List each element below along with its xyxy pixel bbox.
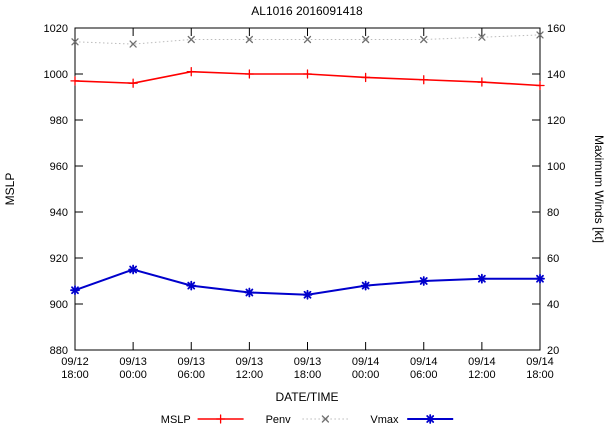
asterisk-marker	[536, 274, 544, 283]
y-tick-label-right: 80	[547, 207, 559, 219]
x-tick-label-time: 12:00	[236, 369, 264, 381]
cross-marker	[187, 35, 195, 44]
cross-marker	[129, 40, 137, 48]
y-tick-label-left: 1000	[44, 69, 68, 81]
y-tick-label-left: 960	[50, 161, 68, 173]
asterisk-marker	[361, 281, 370, 290]
x-tick-label-time: 12:00	[468, 369, 496, 381]
x-tick-label-date: 09/13	[294, 356, 322, 368]
x-tick-label-time: 18:00	[526, 369, 554, 381]
x-tick-label-time: 06:00	[177, 369, 205, 381]
cross-marker	[536, 31, 544, 39]
y-axis-label-right: Maximum Winds [kt]	[592, 135, 606, 243]
x-tick-label-date: 09/13	[119, 356, 147, 368]
asterisk-marker	[129, 265, 138, 274]
x-tick-label-date: 09/12	[61, 356, 89, 368]
y-tick-label-right: 140	[547, 69, 565, 81]
cross-marker	[303, 35, 312, 44]
x-tick-label-time: 00:00	[352, 369, 380, 381]
chart-title: AL1016 2016091418	[251, 4, 363, 18]
cross-marker	[361, 35, 370, 44]
asterisk-marker	[303, 290, 312, 299]
asterisk-marker	[187, 281, 196, 290]
asterisk-marker	[477, 274, 486, 283]
x-tick-label-time: 18:00	[294, 369, 322, 381]
x-tick-label-date: 09/14	[352, 356, 380, 368]
x-tick-label-time: 06:00	[410, 369, 438, 381]
x-tick-label-time: 00:00	[119, 369, 147, 381]
asterisk-marker	[71, 286, 79, 295]
x-tick-label-date: 09/13	[236, 356, 264, 368]
y-tick-label-right: 120	[547, 115, 565, 127]
y-tick-label-right: 60	[547, 253, 559, 265]
x-axis-label: DATE/TIME	[275, 390, 338, 404]
asterisk-marker	[419, 277, 428, 285]
y-tick-label-right: 20	[547, 345, 559, 357]
legend-label-mslp: MSLP	[161, 414, 191, 426]
y-tick-label-right: 100	[547, 161, 565, 173]
cross-marker	[321, 415, 330, 423]
cross-marker	[420, 35, 428, 44]
y-tick-label-left: 1020	[44, 23, 68, 35]
y-tick-label-left: 980	[50, 115, 68, 127]
asterisk-marker	[426, 415, 435, 423]
x-tick-label-date: 09/14	[468, 356, 496, 368]
y-tick-label-left: 880	[50, 345, 68, 357]
x-tick-label-date: 09/14	[410, 356, 438, 368]
y-tick-label-left: 900	[50, 299, 68, 311]
y-tick-label-right: 160	[547, 23, 565, 35]
cross-marker	[478, 33, 486, 41]
y-tick-label-left: 940	[50, 207, 68, 219]
x-tick-label-time: 18:00	[61, 369, 89, 381]
y-tick-label-right: 40	[547, 299, 559, 311]
x-tick-label-date: 09/13	[177, 356, 205, 368]
cross-marker	[71, 38, 79, 46]
cross-marker	[245, 35, 254, 44]
legend-label-vmax: Vmax	[370, 414, 399, 426]
legend-label-penv: Penv	[266, 414, 292, 426]
y-axis-label-left: MSLP	[3, 173, 17, 206]
asterisk-marker	[245, 288, 254, 297]
y-tick-label-left: 920	[50, 253, 68, 265]
x-tick-label-date: 09/14	[526, 356, 554, 368]
